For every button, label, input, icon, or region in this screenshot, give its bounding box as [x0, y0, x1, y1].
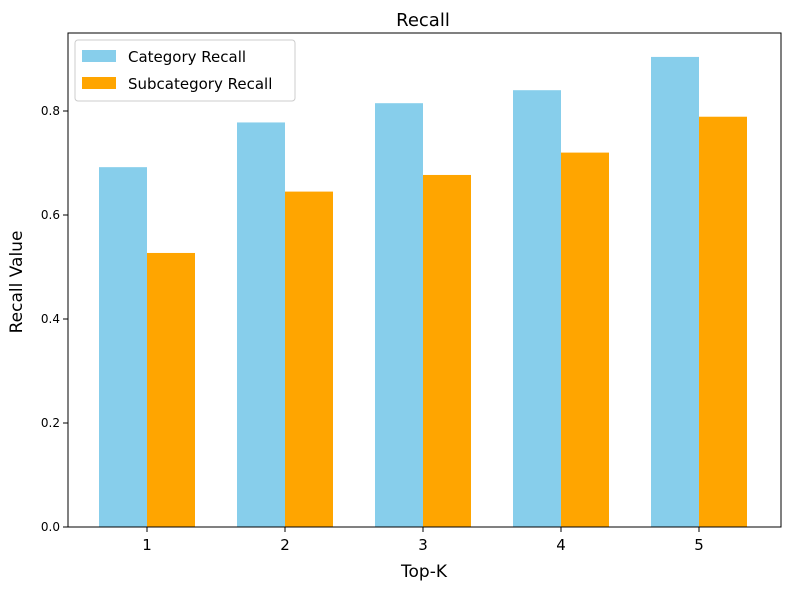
- legend-label-subcategory-recall: Subcategory Recall: [128, 75, 272, 93]
- bar-subcategory-recall-k1: [147, 252, 195, 527]
- bar-subcategory-recall-k3: [423, 174, 471, 527]
- y-tick-label: 0.2: [41, 416, 60, 430]
- x-tick-label: 2: [280, 536, 290, 554]
- bar-category-recall-k4: [513, 90, 561, 527]
- bar-subcategory-recall-k4: [561, 152, 609, 527]
- x-tick-label: 1: [142, 536, 152, 554]
- bar-category-recall-k5: [651, 56, 699, 528]
- legend-box: [74, 39, 296, 102]
- legend-swatch-category-recall: [82, 50, 116, 62]
- bar-category-recall-k1: [99, 167, 147, 527]
- y-tick-label: 0.0: [41, 520, 60, 534]
- bar-category-recall-k3: [375, 103, 423, 527]
- x-axis-ticks: 1 2 3 4 5: [142, 527, 704, 554]
- y-axis-label: Recall Value: [7, 231, 27, 334]
- bar-category-recall-k2: [237, 122, 285, 527]
- chart-title: Recall: [396, 10, 450, 31]
- x-axis-label: Top-K: [400, 562, 448, 582]
- bars-group: [99, 56, 747, 528]
- y-tick-label: 0.4: [41, 312, 60, 326]
- legend-swatch-subcategory-recall: [82, 77, 116, 89]
- y-tick-label: 0.8: [41, 104, 60, 118]
- legend: Category Recall Subcategory Recall: [74, 39, 296, 102]
- x-tick-label: 3: [418, 536, 428, 554]
- y-axis-ticks: 0.0 0.2 0.4 0.6 0.8: [41, 104, 68, 534]
- bar-subcategory-recall-k2: [285, 191, 333, 527]
- x-tick-label: 5: [694, 536, 704, 554]
- x-tick-label: 4: [556, 536, 566, 554]
- legend-label-category-recall: Category Recall: [128, 48, 246, 66]
- bar-subcategory-recall-k5: [699, 116, 747, 527]
- plot-frame: [67, 32, 782, 528]
- y-tick-label: 0.6: [41, 208, 60, 222]
